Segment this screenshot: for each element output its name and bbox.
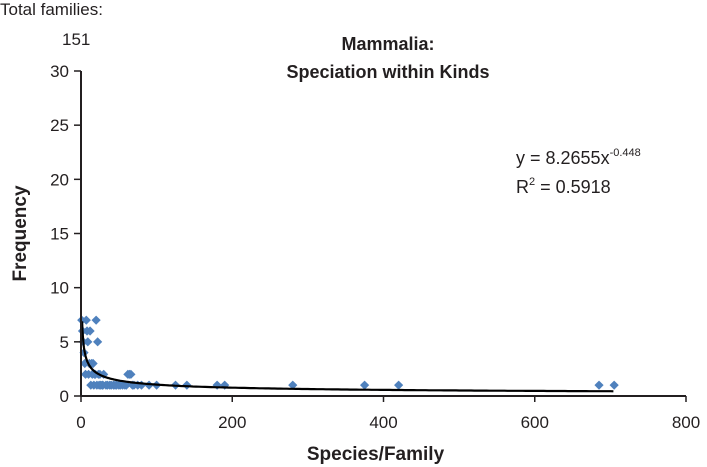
data-point	[359, 380, 370, 390]
data-point	[83, 337, 93, 347]
data-point	[126, 369, 136, 379]
trendline-equation-exponent: -0.448	[609, 147, 641, 159]
x-axis-ticks: 0 200 400 600 800	[76, 396, 700, 432]
x-tick-label: 400	[369, 413, 397, 432]
total-families-label: Total families:	[0, 0, 103, 19]
trendline-curve	[81, 321, 614, 393]
y-axis-title: Frequency	[10, 185, 31, 282]
y-tick-label: 15	[50, 225, 69, 244]
chart-title: Mammalia: Speciation within Kinds	[262, 30, 514, 86]
x-tick-label: 600	[521, 413, 549, 432]
data-point	[594, 380, 604, 390]
data-point	[394, 380, 404, 390]
r-squared-symbol: R	[516, 177, 529, 197]
x-tick-label: 200	[218, 413, 246, 432]
y-tick-label: 10	[50, 279, 69, 298]
data-point	[99, 369, 109, 379]
data-point	[93, 337, 103, 347]
x-axis-title: Species/Family	[307, 444, 445, 465]
chart-title-line1: Mammalia:	[341, 34, 435, 54]
y-tick-label: 25	[50, 116, 69, 135]
data-point	[288, 380, 298, 390]
x-tick-label: 0	[76, 413, 85, 432]
trendline-r-squared: R2 = 0.5918	[516, 176, 611, 198]
data-points	[77, 315, 619, 390]
data-point	[91, 315, 101, 325]
chart-subtitle: Speciation within Kinds	[286, 62, 490, 82]
trendline-equation: y = 8.2655x-0.448	[516, 147, 641, 169]
y-tick-label: 30	[50, 62, 69, 81]
trendline-equation-prefix: y = 8.2655x	[516, 148, 610, 168]
y-tick-label: 5	[60, 333, 69, 352]
y-axis-ticks: 0 5 10 15 20 25 30	[50, 62, 81, 406]
data-point	[609, 380, 619, 390]
data-point	[212, 380, 222, 390]
data-point	[85, 326, 95, 336]
total-families-value: 151	[62, 30, 91, 49]
y-tick-label: 0	[60, 387, 69, 406]
r-squared-exponent: 2	[529, 176, 536, 188]
data-point	[81, 315, 91, 325]
y-tick-label: 20	[50, 170, 69, 189]
r-squared-value: = 0.5918	[535, 177, 611, 197]
data-point	[220, 380, 230, 390]
x-tick-label: 800	[672, 413, 700, 432]
